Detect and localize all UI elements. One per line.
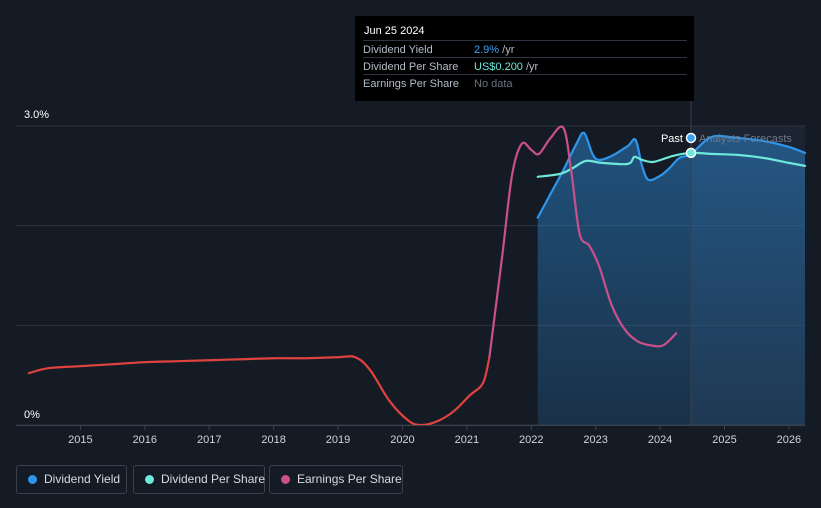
x-tick-label: 2025 [712, 434, 736, 446]
series-area-0 [537, 132, 805, 425]
y-tick-label: 3.0% [24, 109, 49, 121]
series-line-2 [27, 355, 491, 427]
legend-dot-icon [145, 475, 154, 484]
tooltip-label: Dividend Per Share [363, 61, 459, 73]
legend-dot-icon [281, 475, 290, 484]
tooltip-value: US$0.200 /yr [474, 61, 539, 73]
hover-tooltip: Jun 25 2024 Dividend Yield 2.9% /yr Divi… [355, 16, 694, 101]
x-tick-label: 2018 [261, 434, 285, 446]
y-tick-label: 0% [24, 409, 40, 421]
tooltip-date: Jun 25 2024 [364, 25, 425, 37]
x-tick-label: 2015 [68, 434, 92, 446]
tooltip-value: No data [474, 78, 513, 90]
x-tick-label: 2016 [133, 434, 157, 446]
hover-marker [685, 147, 697, 159]
forecast-label: Analysts Forecasts [699, 133, 792, 145]
x-tick-label: 2026 [777, 434, 801, 446]
x-tick-label: 2017 [197, 434, 221, 446]
tooltip-row-earnings-per-share: Earnings Per Share No data [363, 74, 687, 92]
tooltip-label: Dividend Yield [363, 44, 433, 56]
x-tick-label: 2023 [583, 434, 607, 446]
legend-dividend-per-share[interactable]: Dividend Per Share [133, 465, 265, 494]
chart-axes: Past Analysts Forecasts 3.0% 0% 2015 2016 2017… [16, 109, 805, 446]
chart-markers [685, 100, 697, 425]
tooltip-label: Earnings Per Share [363, 78, 459, 90]
tooltip-value: 2.9% /yr [474, 44, 515, 56]
chart-series [27, 125, 807, 427]
series-line-0 [536, 131, 807, 219]
legend-earnings-per-share[interactable]: Earnings Per Share [269, 465, 403, 494]
x-tick-label: 2024 [648, 434, 672, 446]
series-line-3 [488, 125, 678, 359]
hover-marker [685, 132, 697, 144]
x-tick-label: 2019 [326, 434, 350, 446]
legend-dividend-yield[interactable]: Dividend Yield [16, 465, 127, 494]
legend-dot-icon [28, 475, 37, 484]
series-line-1 [536, 151, 807, 178]
x-tick-label: 2022 [519, 434, 543, 446]
tooltip-row-dividend-per-share: Dividend Per Share US$0.200 /yr [363, 57, 687, 75]
tooltip-row-dividend-yield: Dividend Yield 2.9% /yr [363, 40, 687, 58]
past-label: Past [661, 133, 683, 145]
x-tick-label: 2021 [455, 434, 479, 446]
x-tick-label: 2020 [390, 434, 414, 446]
